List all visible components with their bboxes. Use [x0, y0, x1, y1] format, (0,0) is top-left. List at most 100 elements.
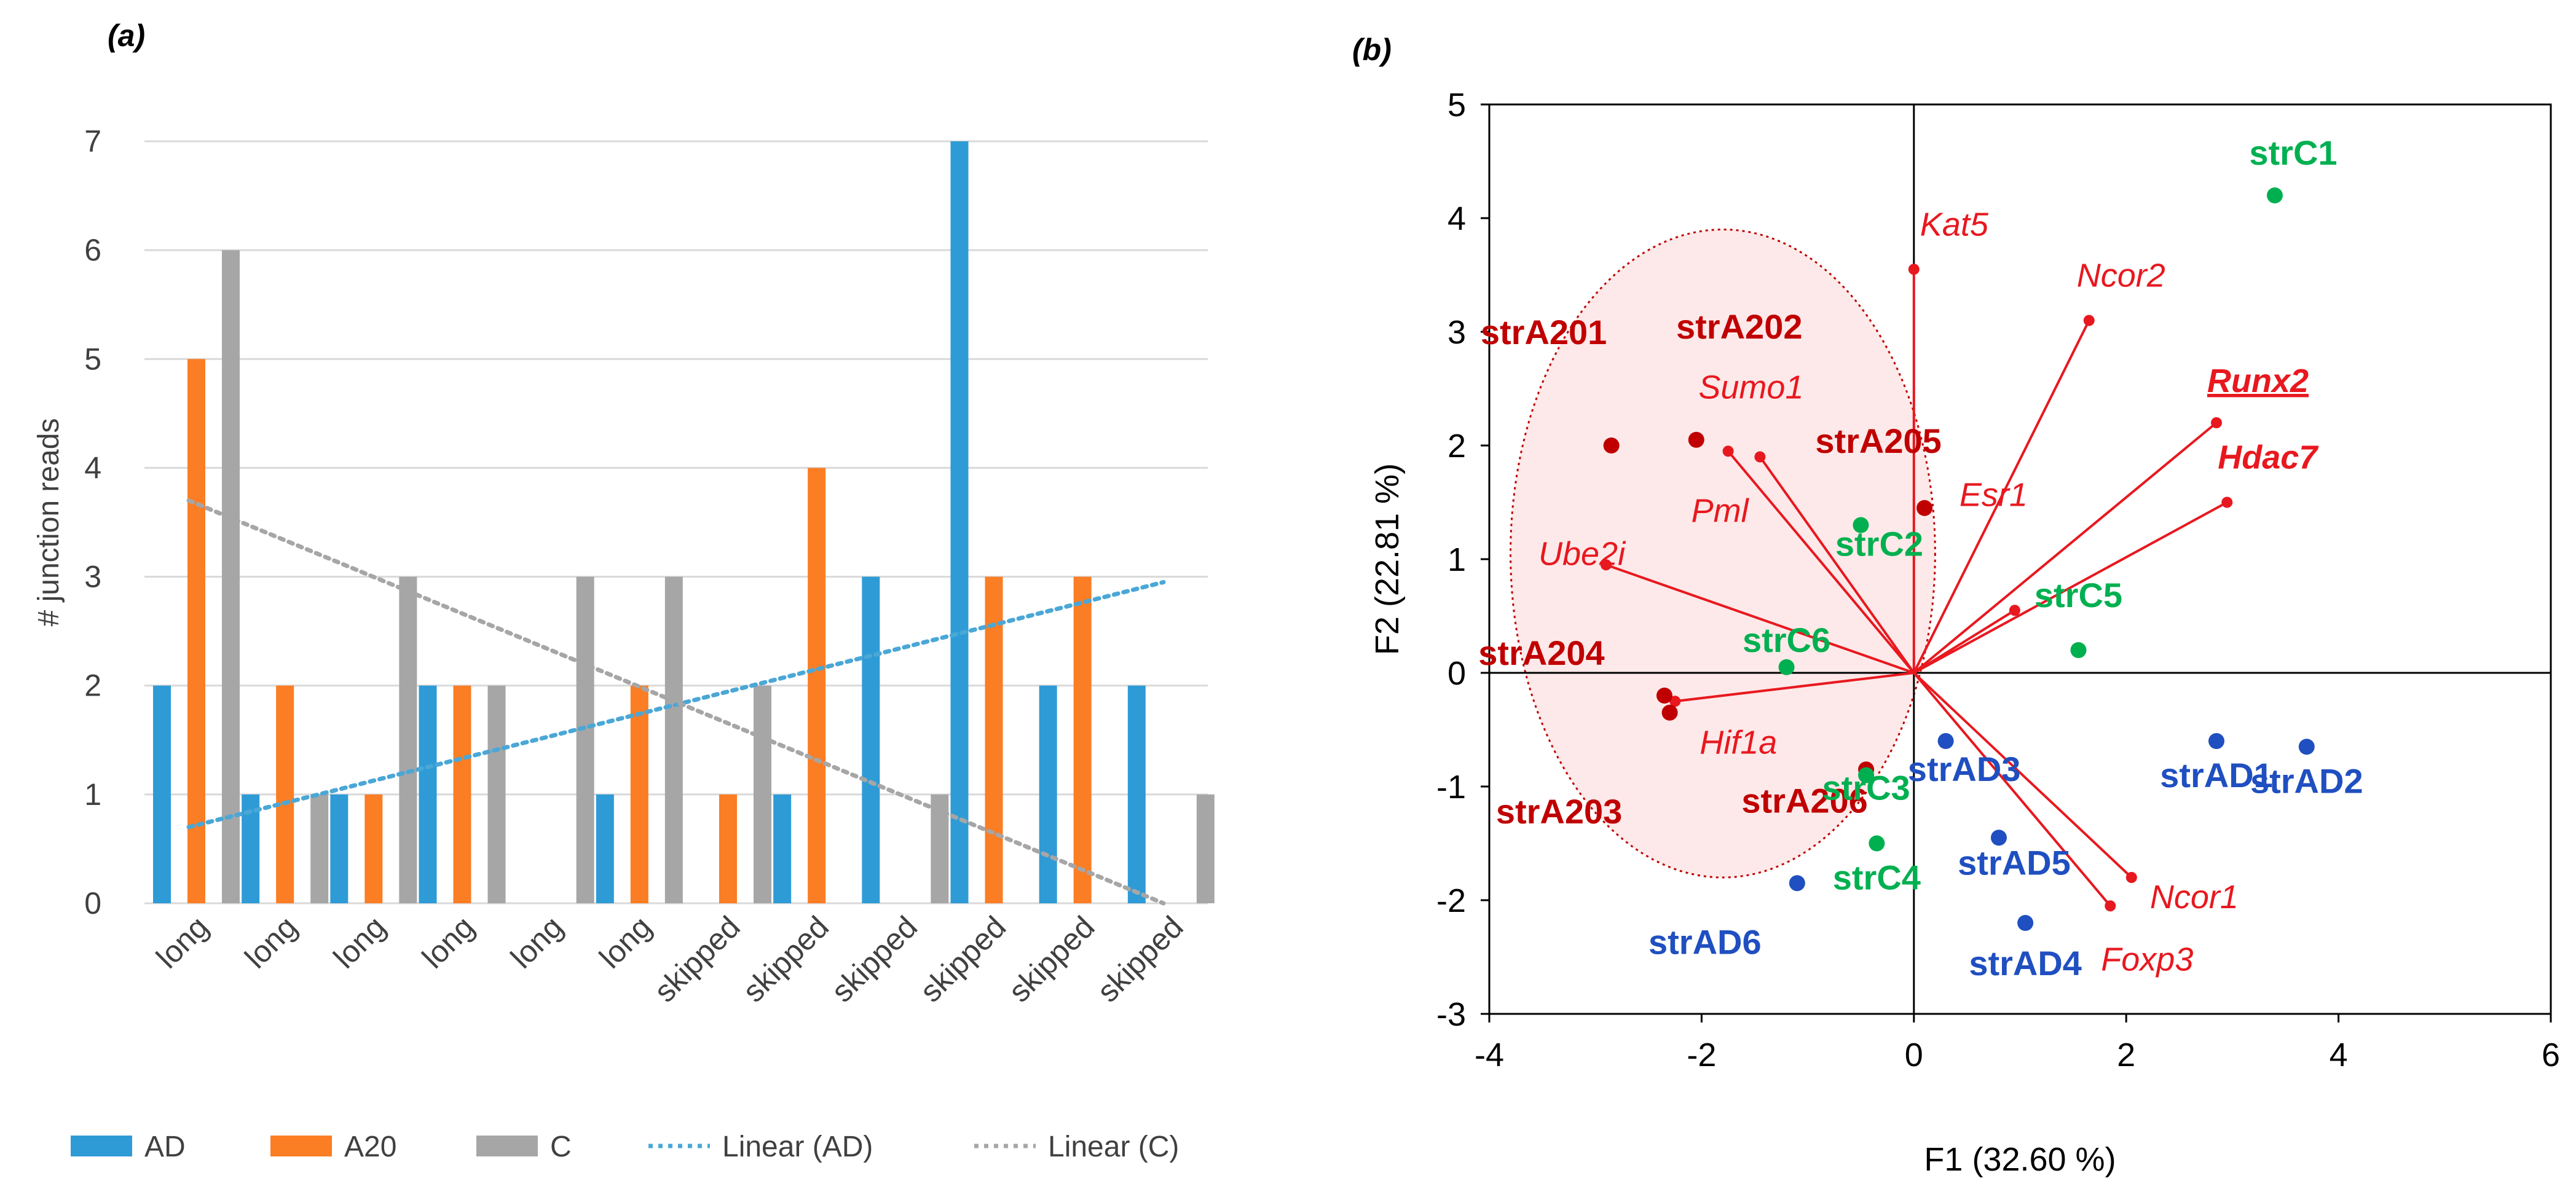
observation-label: strAD5 — [1958, 843, 2071, 882]
observation-point — [1778, 659, 1795, 675]
loading-vector-tip — [1908, 264, 1920, 275]
x-tick-label: skipped — [825, 909, 924, 1008]
x-tick-label: skipped — [1090, 909, 1189, 1008]
bar-A20-8 — [808, 468, 826, 903]
y-tick-label: 6 — [84, 233, 101, 267]
vector-label: Kat5 — [1920, 206, 1989, 243]
loading-vector-tip — [2125, 872, 2137, 883]
biplot-ticks: -4 -2 0 2 4 6 -3 -2 -1 0 1 2 3 4 5 — [1436, 87, 2560, 1073]
vector-label: Pml — [1692, 492, 1750, 529]
y-tick-label: 0 — [1448, 655, 1466, 692]
legend-label: Linear (AD) — [722, 1131, 873, 1163]
bar-A20-10 — [985, 576, 1003, 903]
bar-AD-9 — [862, 576, 880, 903]
loading-vector-tip — [2105, 900, 2116, 912]
loading-vector-tip — [2083, 315, 2095, 326]
loading-vector — [1913, 672, 2111, 907]
x-tick-label: long — [504, 909, 569, 975]
observation-point — [2017, 915, 2034, 931]
bar-C-4 — [487, 685, 506, 903]
trendline-c — [186, 498, 1166, 906]
observation-label: strAD4 — [1969, 944, 2082, 983]
x-tick-label: skipped — [913, 909, 1012, 1008]
x-tick-label: skipped — [736, 909, 835, 1008]
y-tick-label: -2 — [1436, 882, 1466, 919]
vector-label: Foxp3 — [2101, 941, 2193, 978]
bar-A20-11 — [1073, 576, 1092, 903]
x-tick-label: -2 — [1687, 1037, 1716, 1073]
bar-A20-1 — [187, 359, 205, 903]
y-tick-label: 0 — [84, 886, 101, 920]
bar-chart-y-ticks: 0 1 2 3 4 5 6 7 — [84, 124, 101, 920]
legend-label: Linear (C) — [1048, 1131, 1179, 1163]
bar-chart-x-ticks: long long long long long longskippedskippedsk… — [149, 909, 1189, 1008]
loading-vector — [1759, 456, 1915, 674]
observation-point — [1789, 875, 1805, 892]
vector-label: Esr1 — [1960, 476, 2028, 513]
observation-label: strC5 — [2034, 576, 2122, 614]
bar-chart-y-axis-label: # junction reads — [33, 418, 65, 627]
y-tick-label: 4 — [84, 450, 101, 485]
x-tick-label: skipped — [1002, 909, 1101, 1008]
bar-C-2 — [310, 794, 329, 903]
x-tick-label: 0 — [1905, 1037, 1923, 1073]
bar-AD-8 — [773, 794, 792, 903]
bar-AD-3 — [330, 794, 349, 903]
loading-vector-tip — [1600, 559, 1612, 571]
legend-label: A20 — [344, 1131, 396, 1163]
loading-vector — [1674, 672, 1915, 703]
bar-C-7 — [754, 685, 771, 903]
vector-label: Runx2 — [2207, 363, 2309, 399]
y-tick-label: -3 — [1436, 996, 1466, 1033]
x-tick-label: -4 — [1475, 1037, 1504, 1073]
loading-vector — [1913, 672, 2133, 879]
y-tick-label: 2 — [84, 669, 101, 703]
observation-label: strA203 — [1496, 792, 1622, 831]
observation-label: strAD6 — [1648, 922, 1762, 961]
loading-vector — [1913, 609, 2015, 674]
x-tick-label: long — [327, 909, 392, 975]
loading-vector-tip — [1669, 696, 1681, 707]
loading-vector-tip — [2221, 496, 2233, 508]
observation-point — [1937, 733, 1954, 749]
vector-label: Ncor1 — [2150, 879, 2239, 916]
vector-label: Ube2i — [1538, 535, 1626, 572]
observation-point — [1916, 500, 1933, 516]
x-tick-label: 4 — [2330, 1037, 2348, 1073]
y-tick-label: 5 — [1448, 87, 1466, 124]
observation-point — [1603, 438, 1620, 453]
observation-label: strA204 — [1478, 634, 1604, 672]
cluster-ellipse — [1510, 229, 1936, 879]
y-tick-label: 5 — [84, 342, 101, 376]
observation-point — [2266, 187, 2283, 203]
observation-point — [2298, 739, 2315, 755]
observation-point — [1656, 688, 1672, 704]
observation-label: strAD2 — [2250, 761, 2363, 800]
bar-chart-legend: AD A20 C Linear (AD) Linear (C) — [71, 1131, 1179, 1163]
observation-label: strA202 — [1676, 307, 1802, 346]
bar-AD-11 — [1039, 685, 1057, 903]
observation-point — [1688, 431, 1704, 448]
legend-label: AD — [144, 1131, 186, 1163]
bar-A20-4 — [453, 685, 471, 903]
bar-AD-4 — [419, 685, 437, 903]
biplot-ellipse — [1510, 229, 1936, 879]
biplot-y-axis-label: F2 (22.81 %) — [1369, 463, 1406, 655]
y-tick-label: 4 — [1448, 200, 1466, 237]
x-tick-label: long — [416, 909, 481, 975]
observation-point — [1661, 704, 1678, 721]
observation-point — [2208, 733, 2224, 749]
observation-label: strC6 — [1743, 621, 1830, 659]
bar-A20-2 — [276, 685, 294, 903]
observation-point — [1853, 517, 1869, 533]
bar-chart-trendlines — [186, 498, 1166, 906]
observation-label: strAD1 — [2160, 756, 2273, 795]
bar-chart-bars — [153, 141, 1215, 904]
y-tick-label: 2 — [1448, 428, 1466, 465]
bar-AD-1 — [153, 685, 171, 903]
observation-label: strAD3 — [1908, 750, 2021, 788]
loading-vector — [1913, 501, 2228, 674]
y-tick-label: 3 — [84, 560, 101, 594]
loading-vector-tip — [2009, 605, 2020, 616]
